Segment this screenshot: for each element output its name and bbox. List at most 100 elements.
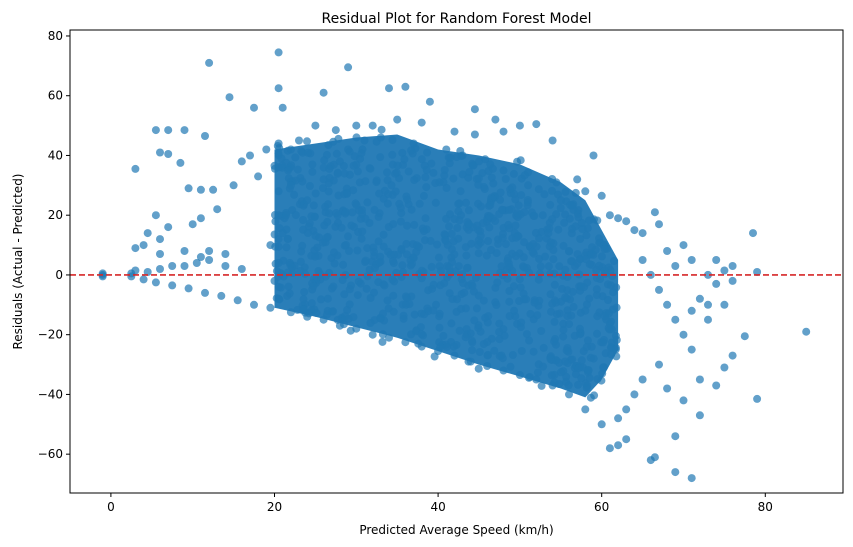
scatter-point (391, 187, 400, 196)
x-axis-label: Predicted Average Speed (km/h) (359, 523, 553, 537)
scatter-point (311, 189, 320, 198)
scatter-point (592, 291, 601, 300)
y-ticks: −60 −40 −20 0 20 40 60 80 (38, 29, 70, 461)
scatter-point (307, 251, 316, 260)
scatter-point (374, 212, 383, 221)
scatter-point (417, 155, 426, 164)
scatter-point (720, 363, 729, 372)
scatter-point (575, 324, 584, 333)
scatter-point (650, 453, 659, 462)
scatter-point (308, 167, 317, 176)
scatter-point (450, 127, 459, 136)
chart-title: Residual Plot for Random Forest Model (322, 11, 592, 27)
scatter-point (300, 288, 309, 296)
scatter-point (419, 191, 428, 200)
scatter-point (151, 278, 160, 287)
scatter-point (309, 201, 318, 210)
scatter-point (421, 214, 430, 223)
scatter-point (503, 274, 512, 283)
scatter-point (561, 293, 570, 302)
scatter-point (449, 174, 458, 183)
scatter-point (728, 276, 737, 285)
scatter-point (597, 420, 606, 429)
scatter-point (376, 133, 385, 142)
scatter-point (303, 137, 311, 146)
scatter-point (578, 225, 587, 233)
scatter-point (499, 127, 508, 136)
scatter-point (533, 311, 542, 320)
scatter-point (386, 250, 395, 259)
scatter-point (555, 358, 564, 367)
scatter-point (650, 208, 659, 217)
scatter-point (291, 211, 300, 220)
scatter-point (622, 217, 631, 226)
scatter-point (453, 224, 462, 232)
scatter-point (192, 259, 201, 267)
x-tick-label: 20 (267, 500, 282, 514)
scatter-point (560, 218, 569, 227)
scatter-point (402, 239, 411, 248)
scatter-point (520, 238, 529, 247)
scatter-point (462, 325, 471, 334)
scatter-point (532, 242, 541, 251)
scatter-point (164, 150, 173, 158)
scatter-point (630, 390, 639, 399)
scatter-point (408, 259, 416, 268)
scatter-point (695, 375, 704, 384)
scatter-point (571, 222, 580, 231)
scatter-point (712, 381, 721, 390)
scatter-point (753, 268, 762, 276)
scatter-point (221, 250, 230, 258)
scatter-point (540, 190, 549, 199)
scatter-point (515, 275, 524, 284)
scatter-point (441, 236, 450, 245)
scatter-point (404, 167, 413, 176)
scatter-point (532, 375, 541, 384)
scatter-point (505, 297, 514, 306)
scatter-point (389, 220, 398, 229)
scatter-point (504, 259, 513, 268)
scatter-point (525, 373, 533, 382)
scatter-point (483, 362, 492, 370)
scatter-point (494, 239, 503, 248)
scatter-point (569, 302, 578, 311)
scatter-point (180, 262, 189, 270)
scatter-point (176, 158, 185, 167)
scatter-point (338, 276, 347, 285)
scatter-point (491, 217, 500, 225)
scatter-point (329, 137, 338, 146)
scatter-point (483, 318, 492, 327)
scatter-point (127, 272, 136, 281)
scatter-point (630, 226, 639, 235)
scatter-point (457, 304, 465, 313)
scatter-point (509, 169, 518, 178)
scatter-point (341, 208, 350, 216)
scatter-point (156, 265, 164, 273)
scatter-point (526, 309, 535, 318)
scatter-point (361, 177, 370, 186)
y-tick-label: −20 (38, 328, 63, 342)
scatter-point (548, 215, 557, 224)
scatter-point (237, 157, 246, 166)
scatter-point (274, 163, 283, 172)
scatter-point (400, 155, 409, 164)
scatter-point (344, 232, 352, 241)
scatter-point (529, 347, 538, 356)
scatter-point (454, 199, 463, 208)
scatter-point (205, 247, 214, 255)
scatter-point (151, 211, 160, 220)
scatter-point (366, 319, 375, 327)
scatter-point (388, 136, 397, 144)
x-tick-label: 0 (107, 500, 115, 514)
scatter-point (291, 153, 300, 162)
scatter-point (422, 166, 431, 174)
scatter-point (274, 84, 283, 93)
scatter-point (497, 262, 506, 271)
scatter-point (493, 278, 502, 287)
scatter-point (337, 223, 346, 232)
scatter-point (358, 145, 367, 154)
scatter-point (331, 222, 340, 231)
scatter-point (447, 319, 456, 328)
scatter-point (374, 237, 383, 246)
scatter-point (592, 285, 601, 294)
